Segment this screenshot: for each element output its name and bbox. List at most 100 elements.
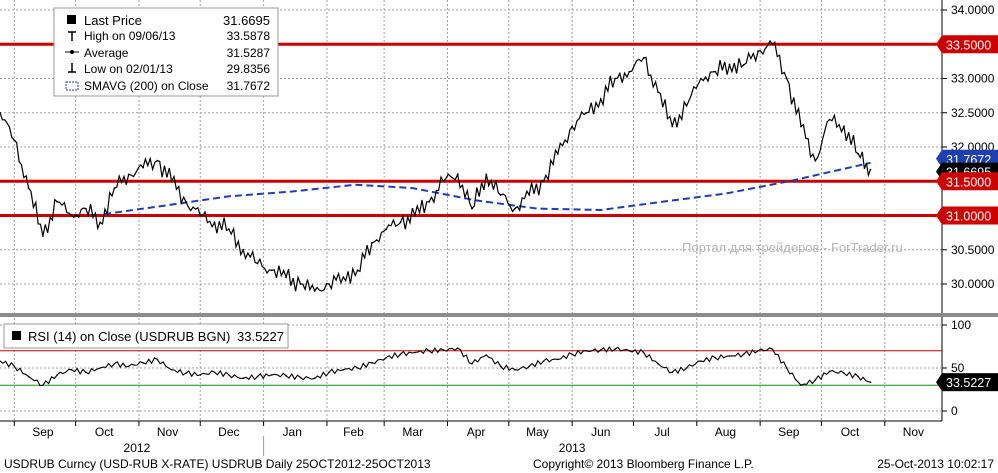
price-point — [42, 235, 44, 237]
legend-average-value: 31.5287 — [227, 46, 271, 60]
rsi-point — [228, 374, 230, 376]
level-badge-pointer — [936, 206, 942, 225]
rsi-point — [142, 362, 144, 364]
price-point — [442, 180, 445, 183]
price-point — [642, 57, 645, 59]
rsi-point — [70, 368, 73, 371]
price-point — [256, 262, 259, 265]
rsi-point — [385, 356, 387, 359]
x-month-label: Aug — [715, 425, 736, 439]
x-axis: Sep Oct Nov Dec Jan Feb Mar Apr May Jun Jul Aug Sep O… — [13, 421, 924, 456]
rsi-point — [528, 365, 531, 368]
rsi-legend-value: 33.5227 — [237, 329, 284, 344]
legend-high-label: High on 09/06/13 — [84, 29, 176, 43]
rsi-legend-box — [3, 323, 289, 349]
rsi-point — [757, 350, 759, 352]
rsi-point — [313, 377, 316, 380]
rsi-point — [685, 367, 688, 369]
price-point — [671, 125, 674, 128]
rsi-point — [85, 371, 87, 374]
price-point — [471, 207, 473, 210]
price-point — [528, 194, 531, 196]
price-point — [113, 187, 116, 190]
rsi-point — [42, 384, 44, 387]
rsi-point — [857, 375, 860, 378]
rsi-point — [800, 384, 802, 387]
rsi-point — [328, 371, 330, 374]
rsi-y-tick-label: 0 — [951, 404, 958, 418]
price-point — [685, 105, 688, 107]
price-point — [771, 43, 774, 46]
price-point — [13, 139, 16, 142]
price-point — [370, 242, 373, 244]
rsi-y-tick-label: 50 — [951, 361, 965, 375]
price-y-tick-label: 34.0000 — [951, 3, 995, 17]
rsi-point — [213, 371, 216, 374]
price-point — [84, 207, 87, 210]
price-point — [199, 214, 202, 217]
legend-high-value: 33.5878 — [227, 29, 271, 43]
rsi-point — [13, 365, 16, 368]
price-point — [800, 125, 802, 128]
smavg-marker-icon — [65, 81, 79, 91]
level-badge: 31.5000 — [946, 175, 991, 189]
price-y-tick-label: 30.0000 — [951, 277, 995, 291]
legend-last-price-label: Last Price — [84, 13, 142, 28]
rsi-point — [542, 360, 545, 362]
rsi-point — [471, 362, 473, 365]
x-month-label: Nov — [903, 425, 924, 439]
rsi-point — [0, 360, 1, 362]
price-point — [714, 70, 717, 73]
rsi-series-layer — [0, 345, 872, 387]
price-point — [227, 228, 230, 231]
level-badge-pointer — [936, 172, 942, 191]
rsi-point — [771, 348, 774, 350]
rsi-point — [657, 362, 659, 365]
rsi-point — [585, 350, 588, 352]
average-marker-icon — [65, 50, 79, 54]
rsi-value-badge: 33.5227 — [946, 376, 991, 390]
level-badge: 31.0000 — [946, 210, 991, 224]
price-legend-box — [53, 7, 279, 97]
rsi-marker — [12, 331, 21, 340]
rsi-point — [371, 362, 373, 364]
x-month-label: Jun — [591, 425, 610, 439]
price-point — [857, 152, 860, 155]
rsi-value-badge-pointer — [936, 373, 942, 392]
rsi-point — [742, 353, 745, 356]
rsi-point — [714, 356, 716, 359]
legend-average-label: Average — [84, 46, 129, 60]
rsi-point — [485, 354, 488, 356]
price-point — [514, 207, 516, 210]
low-marker-icon — [68, 63, 76, 73]
x-month-label: May — [526, 425, 549, 439]
rsi-point — [399, 353, 402, 356]
rsi-point — [814, 379, 817, 381]
price-point — [99, 221, 102, 224]
rsi-value-badge-bg — [942, 373, 998, 392]
rsi-point — [414, 351, 416, 354]
rsi-threshold-lines — [0, 350, 942, 386]
rsi-y-tick-label: 100 — [951, 318, 971, 332]
rsi-point — [700, 360, 702, 362]
sma-value-badge-pointer — [936, 149, 942, 168]
x-month-label: Apr — [467, 425, 486, 439]
price-point — [869, 168, 872, 171]
rsi-point — [628, 350, 631, 352]
price-point — [213, 221, 216, 224]
price-point — [142, 166, 144, 169]
price-point — [156, 159, 159, 162]
price-point — [757, 50, 759, 52]
rsi-point — [156, 358, 159, 361]
rsi-point — [428, 350, 430, 352]
legend-smavg-label: SMAVG (200) on Close — [84, 79, 209, 93]
price-point — [742, 63, 745, 66]
rsi-point — [442, 349, 445, 351]
rsi-legend-label: RSI (14) on Close (USDRUB BGN) — [28, 329, 230, 344]
rsi-point — [599, 349, 602, 351]
price-point — [27, 187, 30, 190]
x-month-label: Sep — [32, 425, 54, 439]
rsi-point — [270, 374, 273, 376]
